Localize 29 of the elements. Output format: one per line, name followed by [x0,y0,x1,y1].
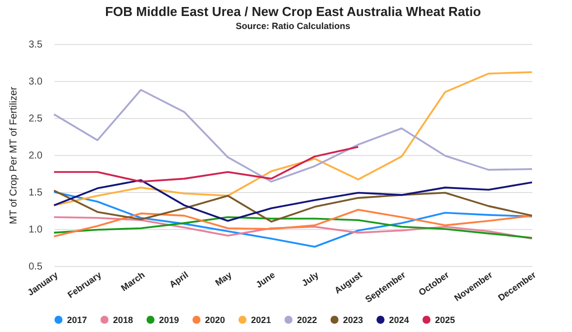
line-series [53,146,360,183]
y-axis-title: MT of Crop Per MT of Fertilizer [8,86,20,224]
legend-label: 2017 [67,314,88,325]
x-tick-label: June [254,270,277,290]
y-tick-label: 2.5 [28,114,43,124]
x-tick-label: July [300,270,320,288]
line-series [53,208,533,238]
x-tick-label: May [213,270,234,288]
legend-label: 2018 [113,314,134,325]
chart-title: FOB Middle East Urea / New Crop East Australia Wheat Ratio [105,4,481,19]
legend-label: 2022 [297,314,318,325]
legend-label: 2020 [205,314,226,325]
y-tick-label: 1.0 [28,224,43,236]
y-tick-label: 2.0 [28,150,43,162]
line-series [53,179,533,222]
legend-label: 2024 [389,314,410,325]
legend-label: 2021 [251,314,272,325]
legend-label: 2019 [159,314,180,325]
line-series [53,88,533,183]
line-series [53,71,533,206]
y-tick-label: 1.5 [28,188,43,198]
legend-label: 2025 [435,314,456,325]
chart-subtitle: Source: Ratio Calculations [236,21,350,31]
line-series [53,191,533,248]
y-tick-label: 0.5 [28,262,43,272]
legend-label: 2023 [343,314,364,325]
line-series [53,190,533,222]
y-tick-label: 3.0 [28,76,43,88]
y-tick-label: 3.5 [28,40,43,50]
